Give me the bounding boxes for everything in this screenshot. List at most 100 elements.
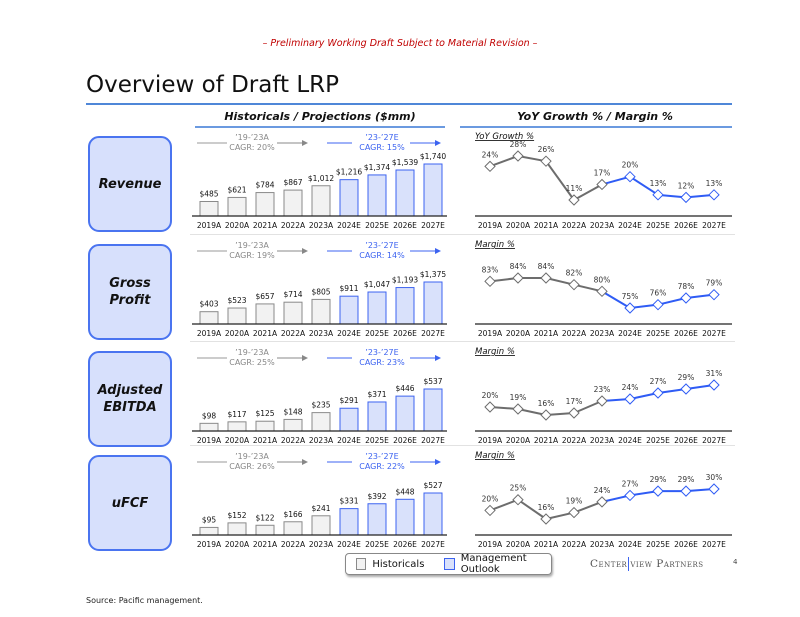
arrow-head-icon — [435, 459, 441, 465]
x-tick-label: 2019A — [478, 221, 503, 230]
data-point-label: 17% — [566, 397, 583, 406]
x-tick-label: 2026E — [393, 221, 417, 230]
x-tick-label: 2025E — [646, 329, 670, 338]
bar — [367, 291, 387, 325]
x-tick-label: 2024E — [618, 540, 642, 549]
bar — [423, 492, 443, 536]
x-tick-label: 2019A — [197, 540, 222, 549]
x-tick-label: 2025E — [646, 540, 670, 549]
line-chart: Margin % 20% 2019A 19% 2020A 16% 2021A 17% 2022A… — [475, 347, 732, 445]
x-tick-label: 2024E — [618, 436, 642, 445]
x-tick-label: 2021A — [253, 540, 278, 549]
bar-value-label: $1,539 — [392, 158, 418, 167]
data-point-label: 84% — [538, 262, 555, 271]
bar — [311, 185, 331, 217]
x-tick-label: 2025E — [365, 540, 389, 549]
x-tick-label: 2022A — [281, 221, 306, 230]
data-point-label: 26% — [538, 145, 555, 154]
x-tick-label: 2019A — [197, 221, 222, 230]
bar — [339, 295, 359, 325]
bar-value-label: $485 — [199, 190, 218, 199]
bar — [283, 521, 303, 536]
x-tick-label: 2021A — [253, 329, 278, 338]
bar — [283, 301, 303, 325]
x-tick-label: 2024E — [618, 221, 642, 230]
x-tick-label: 2024E — [337, 329, 361, 338]
data-point-label: 17% — [594, 168, 611, 177]
cagr-period-projection: ’23-’27E — [365, 452, 398, 461]
data-point-label: 31% — [706, 369, 723, 378]
bar — [423, 163, 443, 217]
page-number: 4 — [733, 558, 738, 566]
x-tick-label: 2022A — [562, 436, 587, 445]
bar — [255, 524, 275, 536]
bar — [423, 388, 443, 432]
data-point-marker — [680, 485, 692, 497]
bar-value-label: $403 — [199, 300, 218, 309]
x-tick-label: 2022A — [281, 329, 306, 338]
section-divider-right — [460, 126, 732, 128]
bar-value-label: $911 — [339, 284, 358, 293]
data-point-label: 20% — [622, 161, 639, 170]
data-point-marker — [624, 170, 636, 183]
bar — [283, 418, 303, 432]
data-point-marker — [624, 489, 636, 502]
arrow-head-icon — [435, 355, 441, 361]
cagr-value-projection: CAGR: 22% — [359, 462, 405, 471]
x-tick-label: 2023A — [309, 221, 334, 230]
data-point-label: 20% — [482, 391, 499, 400]
data-point-marker — [596, 395, 608, 407]
x-tick-label: 2019A — [478, 436, 503, 445]
x-tick-label: 2027E — [421, 540, 445, 549]
line-chart-title: YoY Growth % — [475, 132, 534, 142]
bar — [311, 515, 331, 536]
bar-value-label: $291 — [339, 396, 358, 405]
bar-value-label: $331 — [339, 497, 358, 506]
metric-row: Revenue ’19-’23A CAGR: 20% ’23-’27E CAGR: 15… — [0, 128, 800, 236]
data-point-marker — [540, 409, 552, 421]
x-tick-label: 2021A — [253, 436, 278, 445]
bar-value-label: $1,374 — [364, 163, 390, 172]
line-segment — [601, 494, 631, 503]
bar-value-label: $784 — [255, 181, 274, 190]
bar-value-label: $1,193 — [392, 276, 418, 285]
data-point-label: 27% — [650, 377, 667, 386]
data-point-label: 82% — [566, 269, 583, 278]
cagr-period-projection: ’23-’27E — [365, 348, 398, 357]
data-point-label: 79% — [706, 279, 723, 288]
bar-value-label: $95 — [202, 515, 217, 524]
x-tick-label: 2025E — [365, 221, 389, 230]
x-tick-label: 2025E — [365, 436, 389, 445]
x-tick-label: 2022A — [281, 540, 306, 549]
line-chart-title: Margin % — [475, 451, 515, 461]
line-segment — [489, 155, 519, 168]
data-point-label: 24% — [622, 383, 639, 392]
data-point-marker — [512, 150, 524, 162]
bar — [227, 522, 247, 536]
x-tick-label: 2025E — [646, 436, 670, 445]
bar — [367, 503, 387, 536]
x-tick-label: 2023A — [309, 540, 334, 549]
cagr-value-historical: CAGR: 20% — [229, 143, 275, 152]
data-point-label: 16% — [538, 503, 555, 512]
x-tick-label: 2026E — [393, 329, 417, 338]
data-point-label: 28% — [510, 140, 527, 149]
line-chart: Margin % 83% 2019A 84% 2020A 84% 2021A 82% 2022A… — [475, 240, 732, 338]
data-point-label: 24% — [594, 486, 611, 495]
cagr-value-projection: CAGR: 15% — [359, 143, 405, 152]
line-chart: YoY Growth % 24% 2019A 28% 2020A 26% 2021A 11% 2… — [475, 132, 732, 230]
arrow-head-icon — [435, 140, 441, 146]
legend-label-historicals: Historicals — [372, 558, 425, 570]
row-divider — [190, 341, 735, 342]
data-point-marker — [540, 513, 552, 525]
bar — [367, 401, 387, 432]
x-tick-label: 2020A — [506, 221, 531, 230]
data-point-label: 12% — [678, 181, 695, 190]
page-title: Overview of Draft LRP — [86, 72, 340, 98]
line-segment — [601, 175, 631, 186]
bar — [367, 174, 387, 217]
x-tick-label: 2019A — [197, 436, 222, 445]
x-tick-label: 2023A — [590, 329, 615, 338]
